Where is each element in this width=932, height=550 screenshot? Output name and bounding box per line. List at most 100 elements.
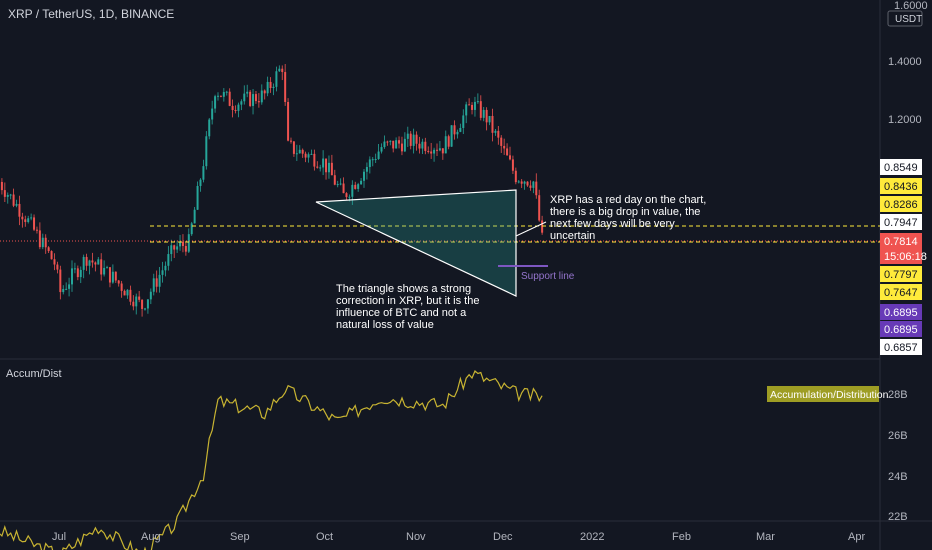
candle-body	[351, 184, 354, 197]
time-label-mar: Mar	[756, 531, 775, 543]
price-tag-bg	[880, 339, 922, 355]
candle-body	[333, 175, 336, 185]
candle-body	[47, 247, 50, 252]
candle-body	[494, 130, 497, 133]
candle-body	[365, 167, 368, 172]
candle-body	[479, 101, 482, 118]
candle-body	[330, 162, 333, 176]
candle-body	[167, 254, 170, 266]
note-pointer	[515, 221, 547, 237]
candle-body	[53, 259, 56, 265]
indicator-badge-text: Accumulation/Distribution	[770, 389, 889, 401]
candle-body	[409, 133, 412, 146]
candle-body	[447, 136, 450, 147]
candle-body	[152, 278, 155, 292]
triangle-note-line-1: The triangle shows a strong	[336, 283, 471, 295]
price-tag-bg	[880, 196, 922, 212]
candle-body	[322, 158, 325, 168]
right-note-line-3: next few days will be very	[550, 218, 675, 230]
candle-body	[383, 141, 386, 148]
candle-body	[30, 217, 33, 219]
candle-body	[44, 237, 47, 248]
currency-box[interactable]	[887, 10, 923, 27]
candle-body	[146, 299, 149, 309]
candle-body	[523, 181, 526, 184]
indicator-badge	[767, 386, 879, 402]
candle-body	[509, 155, 511, 160]
time-label-feb: Feb	[672, 531, 691, 543]
candle-body	[415, 134, 418, 144]
candle-body	[368, 159, 371, 168]
price-tags: 0.8549 0.8436 0.8286 0.7947 0.7814 15:06:18 0.…	[880, 159, 927, 355]
candle-body	[491, 115, 494, 133]
candle-body	[35, 229, 38, 231]
candle-body	[202, 166, 205, 180]
candle-body	[237, 104, 240, 111]
price-tag-bg	[880, 178, 922, 194]
candle-body	[275, 71, 278, 87]
candle-body	[240, 101, 243, 105]
candle-body	[471, 104, 474, 110]
candle-body	[38, 230, 41, 248]
symbol-title: XRP / TetherUS, 1D, BINANCE	[8, 7, 174, 21]
candle-body	[290, 140, 292, 142]
candle-body	[6, 194, 9, 197]
candle-body	[441, 148, 444, 154]
candle-body	[144, 308, 146, 310]
triangle-note-line-2: correction in XRP, but it is the	[336, 295, 479, 307]
candle-body	[400, 143, 403, 152]
candle-body	[0, 181, 3, 191]
candle-body	[158, 274, 161, 287]
candle-body	[436, 149, 438, 151]
right-note-line-1: XRP has a red day on the chart,	[550, 194, 706, 206]
candle-body	[106, 267, 109, 269]
price-tag: 0.8549	[884, 162, 918, 174]
triangle-pattern[interactable]	[315, 189, 517, 297]
candle-body	[541, 220, 544, 233]
candle-body	[503, 145, 506, 149]
candle-body	[357, 184, 360, 189]
candle-body	[24, 219, 27, 223]
candle-body	[263, 90, 266, 94]
candle-body	[164, 265, 167, 271]
candle-body	[68, 284, 71, 289]
candle-body	[298, 149, 301, 154]
candle-body	[257, 101, 260, 103]
candle-body	[211, 108, 214, 120]
price-tag-bg	[880, 284, 922, 300]
support-line-label: Support line	[521, 271, 575, 282]
candle-body	[114, 271, 117, 281]
price-tick-2: 1.2000	[888, 114, 922, 126]
candle-body	[354, 184, 357, 189]
candle-body	[97, 259, 100, 265]
candle-body	[269, 81, 272, 88]
candle-body	[65, 288, 68, 290]
price-tag: 0.7647	[884, 287, 918, 299]
candle-body	[205, 136, 208, 167]
right-note[interactable]: XRP has a red day on the chart, there is…	[550, 194, 706, 242]
candle-body	[304, 153, 307, 158]
candle-body	[243, 93, 246, 102]
candle-body	[129, 289, 132, 302]
candle-body	[450, 125, 453, 147]
right-note-line-2: there is a big drop in value, the	[550, 206, 700, 218]
candle-body	[363, 171, 365, 181]
right-note-line-4: uncertain	[550, 230, 595, 242]
candle-body	[377, 151, 380, 159]
candle-body	[465, 104, 468, 116]
candle-body	[514, 170, 517, 183]
candle-body	[91, 260, 94, 263]
candle-body	[193, 209, 196, 224]
candle-body	[517, 181, 520, 183]
candle-body	[482, 109, 485, 118]
candle-body	[287, 101, 290, 141]
candle-body	[18, 203, 21, 217]
accum-dist-line	[0, 370, 543, 550]
triangle-note[interactable]: The triangle shows a strong correction i…	[336, 283, 479, 331]
candle-body	[360, 180, 363, 185]
candle-body	[181, 241, 184, 246]
candle-body	[149, 291, 152, 300]
candle-body	[430, 151, 433, 154]
currency-label: USDT	[895, 14, 922, 25]
